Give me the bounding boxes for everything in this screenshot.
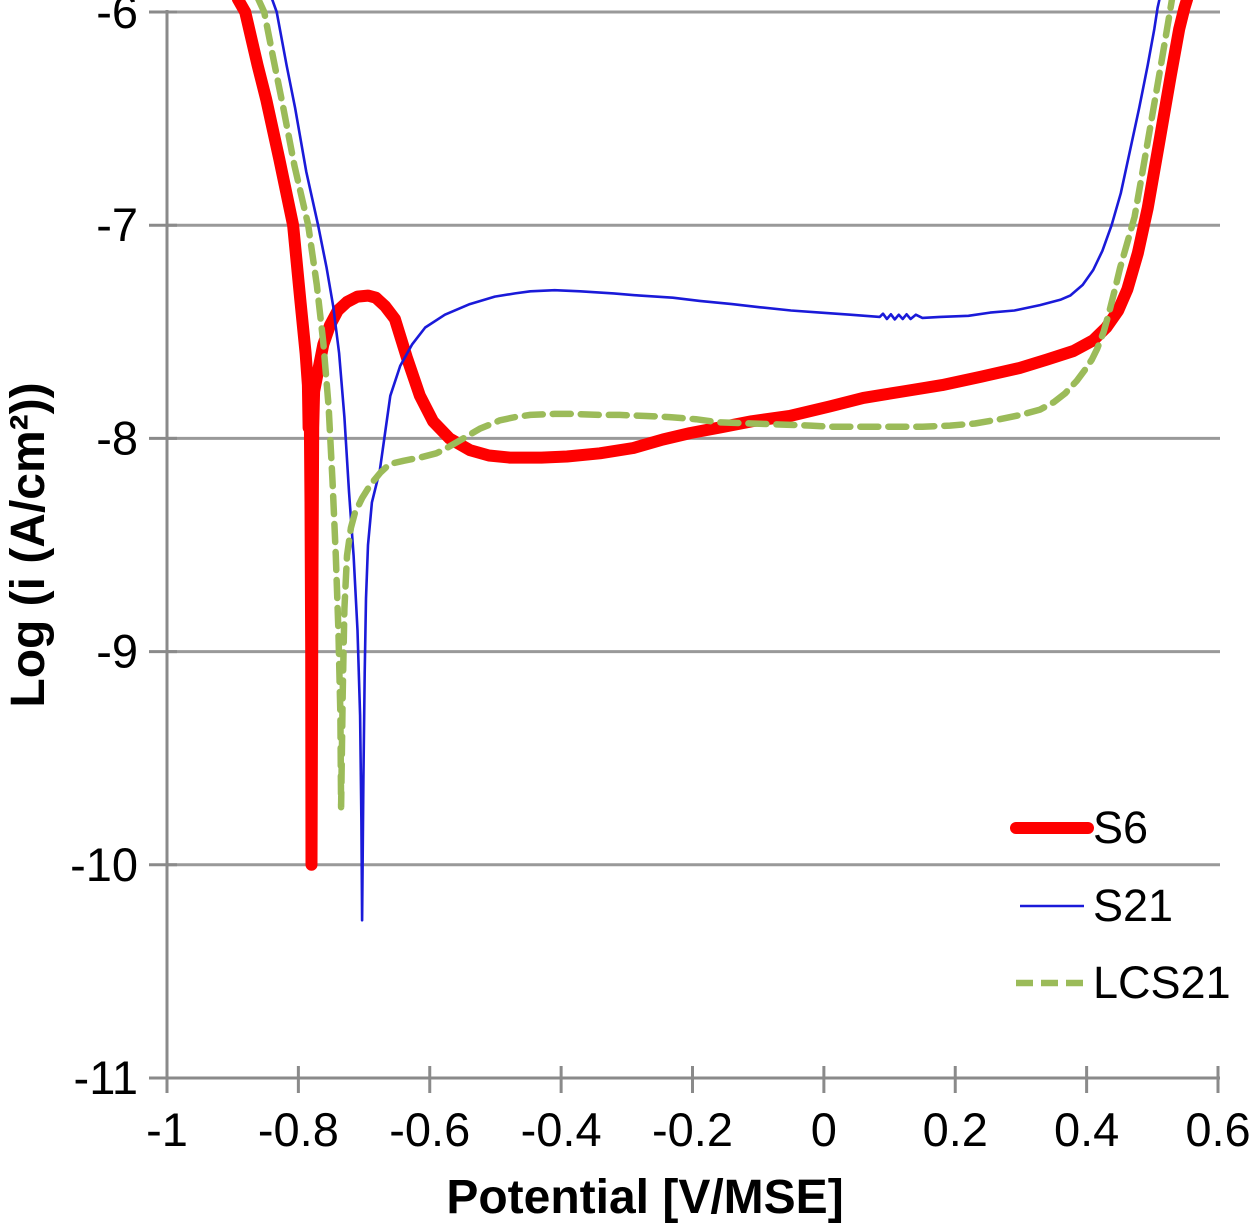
x-tick-label--0.8: -0.8: [258, 1103, 339, 1156]
x-axis-title: Potential [V/MSE]: [446, 1171, 843, 1224]
x-tick-label-0.6: 0.6: [1185, 1103, 1250, 1156]
x-tick-labels: -1 -0.8 -0.6 -0.4 -0.2 0 0.2 0.4 0.6: [146, 1103, 1250, 1156]
legend-label-lcs21: LCS21: [1093, 957, 1231, 1008]
y-tick-label--10: -10: [70, 838, 138, 891]
gridlines: [167, 10, 1220, 1080]
y-tick-labels: -6 -7 -8 -9 -10 -11: [70, 0, 138, 1104]
y-tick-label--8: -8: [96, 411, 138, 464]
y-tick-label--9: -9: [96, 625, 138, 678]
x-tick-label-0.2: 0.2: [923, 1103, 988, 1156]
series-line-s6: [232, 0, 1193, 871]
x-tick-label--0.6: -0.6: [389, 1103, 470, 1156]
y-tick-label--6: -6: [96, 0, 138, 38]
series-line-s21: [271, 0, 1161, 922]
axes: [165, 10, 1220, 1080]
y-tick-label--11: -11: [74, 1051, 138, 1104]
x-tick-label-0: 0: [811, 1103, 837, 1156]
x-tick-label-0.4: 0.4: [1054, 1103, 1119, 1156]
y-axis-title: Log (i (A/cm²)): [2, 382, 55, 707]
y-tick-label--7: -7: [96, 198, 138, 251]
x-tick-label--0.2: -0.2: [652, 1103, 733, 1156]
series-line-lcs21: [255, 0, 1176, 811]
legend-label-s21: S21: [1093, 880, 1173, 931]
series-lines: [232, 0, 1193, 922]
legend-label-s6: S6: [1093, 802, 1148, 853]
x-tick-label--1: -1: [146, 1103, 188, 1156]
axis-ticks: [149, 10, 1220, 1093]
legend: S6 S21 LCS21: [1010, 802, 1231, 1008]
x-tick-label--0.4: -0.4: [521, 1103, 602, 1156]
